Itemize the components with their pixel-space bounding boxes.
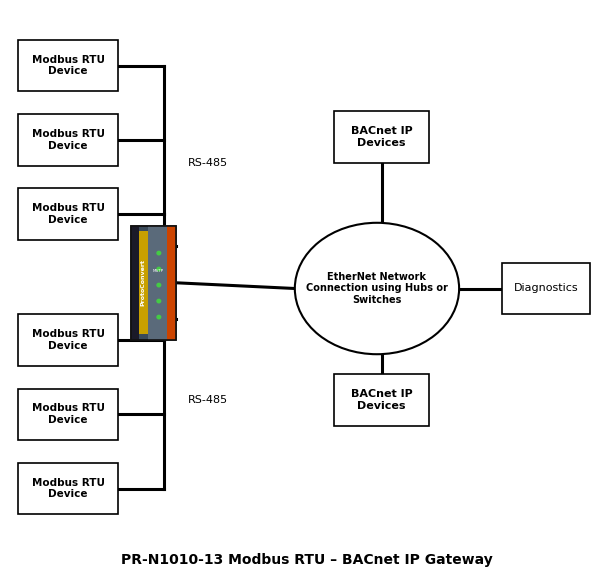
FancyBboxPatch shape xyxy=(18,314,119,366)
FancyBboxPatch shape xyxy=(18,463,119,514)
Text: EtherNet Network
Connection using Hubs or
Switches: EtherNet Network Connection using Hubs o… xyxy=(306,272,448,305)
FancyBboxPatch shape xyxy=(335,374,429,426)
FancyBboxPatch shape xyxy=(131,226,139,340)
FancyBboxPatch shape xyxy=(335,111,429,163)
Text: Modbus RTU
Device: Modbus RTU Device xyxy=(32,403,104,425)
Text: Modbus RTU
Device: Modbus RTU Device xyxy=(32,329,104,351)
Text: ProtoConvert: ProtoConvert xyxy=(141,259,146,306)
Text: Modbus RTU
Device: Modbus RTU Device xyxy=(32,478,104,499)
FancyBboxPatch shape xyxy=(18,189,119,240)
FancyBboxPatch shape xyxy=(139,231,148,334)
Circle shape xyxy=(157,299,161,303)
FancyBboxPatch shape xyxy=(131,226,176,340)
Text: RS-485: RS-485 xyxy=(188,395,228,405)
Text: Modbus RTU
Device: Modbus RTU Device xyxy=(32,129,104,151)
FancyBboxPatch shape xyxy=(18,114,119,166)
FancyBboxPatch shape xyxy=(18,40,119,91)
Ellipse shape xyxy=(295,223,459,354)
Text: RS-485: RS-485 xyxy=(188,158,228,168)
FancyBboxPatch shape xyxy=(18,388,119,440)
Text: BACnet IP
Devices: BACnet IP Devices xyxy=(351,389,413,411)
FancyBboxPatch shape xyxy=(502,263,590,314)
Text: PR-N1010-13 Modbus RTU – BACnet IP Gateway: PR-N1010-13 Modbus RTU – BACnet IP Gatew… xyxy=(121,553,493,567)
Text: MSTP: MSTP xyxy=(152,269,163,273)
Text: Diagnostics: Diagnostics xyxy=(513,283,578,294)
Circle shape xyxy=(157,252,161,255)
Circle shape xyxy=(157,267,161,271)
Text: Modbus RTU
Device: Modbus RTU Device xyxy=(32,55,104,76)
Circle shape xyxy=(157,316,161,319)
Circle shape xyxy=(157,283,161,287)
Text: BACnet IP
Devices: BACnet IP Devices xyxy=(351,126,413,148)
FancyBboxPatch shape xyxy=(167,226,176,340)
Text: Modbus RTU
Device: Modbus RTU Device xyxy=(32,204,104,225)
FancyBboxPatch shape xyxy=(148,226,167,340)
